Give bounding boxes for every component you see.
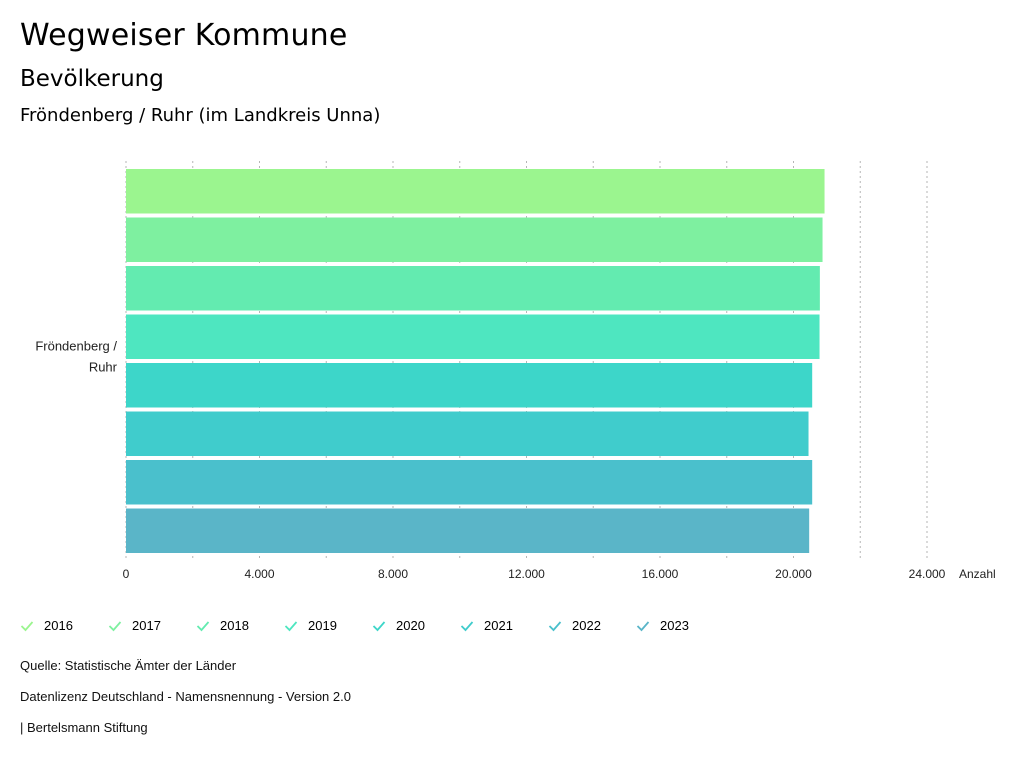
legend-item-2018[interactable]: 2018 — [196, 618, 249, 633]
checkmark-icon — [460, 620, 474, 631]
checkmark-icon — [108, 620, 122, 631]
bar-2019 — [126, 314, 820, 359]
bar-2021 — [126, 411, 809, 456]
x-tick-label: 16.000 — [642, 567, 679, 581]
legend-item-2020[interactable]: 2020 — [372, 618, 425, 633]
region-title: Fröndenberg / Ruhr (im Landkreis Unna) — [20, 105, 381, 126]
category-label-line: Ruhr — [89, 360, 118, 375]
legend-item-2019[interactable]: 2019 — [284, 618, 337, 633]
legend-item-2017[interactable]: 2017 — [108, 618, 161, 633]
bar-2018 — [126, 266, 820, 311]
legend-label: 2022 — [572, 618, 601, 633]
x-tick-label: 12.000 — [508, 567, 545, 581]
population-bar-chart: Fröndenberg / Ruhr 0 4.000 8.000 12.000 16.000… — [35, 161, 996, 581]
checkmark-icon — [636, 620, 650, 631]
legend-item-2023[interactable]: 2023 — [636, 618, 689, 633]
legend-label: 2020 — [396, 618, 425, 633]
legend-item-2016[interactable]: 2016 — [20, 618, 73, 633]
source-text: Quelle: Statistische Ämter der Länder — [20, 658, 237, 673]
checkmark-icon — [196, 620, 210, 631]
checkmark-icon — [372, 620, 386, 631]
bar-2017 — [126, 217, 823, 262]
category-label-line: Fröndenberg / — [35, 339, 117, 354]
checkmark-icon — [548, 620, 562, 631]
bar-2023 — [126, 508, 810, 553]
legend-label: 2018 — [220, 618, 249, 633]
legend-item-2022[interactable]: 2022 — [548, 618, 601, 633]
legend-label: 2016 — [44, 618, 73, 633]
bar-2022 — [126, 460, 813, 505]
checkmark-icon — [284, 620, 298, 631]
legend-label: 2023 — [660, 618, 689, 633]
x-tick-label: 0 — [123, 567, 130, 581]
legend-label: 2019 — [308, 618, 337, 633]
x-tick-label: 24.000 — [909, 567, 946, 581]
x-tick-label: 4.000 — [244, 567, 274, 581]
legend-label: 2017 — [132, 618, 161, 633]
license-text: Datenlizenz Deutschland - Namensnennung … — [20, 689, 351, 704]
x-axis-label: Anzahl — [959, 567, 996, 581]
bar-2016 — [126, 169, 825, 214]
page-title: Wegweiser Kommune — [20, 18, 348, 53]
page-subtitle: Bevölkerung — [20, 66, 164, 92]
legend-label: 2021 — [484, 618, 513, 633]
legend-item-2021[interactable]: 2021 — [460, 618, 513, 633]
x-tick-label: 8.000 — [378, 567, 408, 581]
x-tick-label: 20.000 — [775, 567, 812, 581]
bar-2020 — [126, 363, 813, 408]
publisher-text: | Bertelsmann Stiftung — [20, 720, 148, 735]
checkmark-icon — [20, 620, 34, 631]
